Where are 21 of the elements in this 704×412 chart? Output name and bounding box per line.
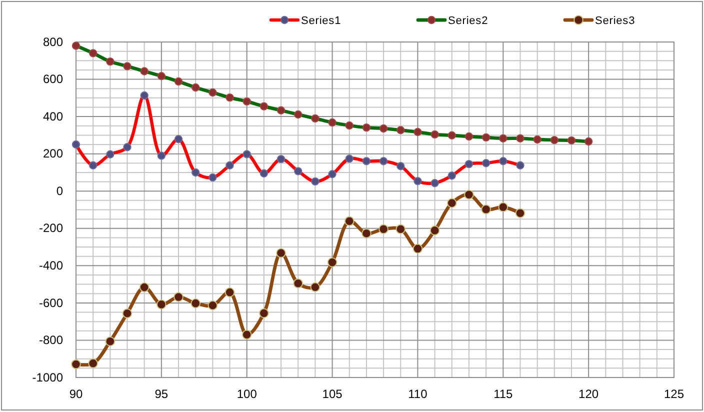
y-tick-label: 0 — [56, 184, 64, 198]
y-tick-label: 600 — [42, 72, 64, 86]
x-tick-label: 90 — [69, 387, 83, 402]
y-tick-label: -200 — [38, 221, 64, 236]
x-tick-label: 95 — [154, 387, 168, 402]
legend-label: Series2 — [448, 14, 488, 27]
x-tick-label: 100 — [236, 387, 258, 402]
legend-label: Series3 — [595, 14, 636, 27]
y-tick-label: 800 — [42, 34, 64, 49]
x-tick-label: 115 — [494, 387, 514, 402]
y-tick-label: 200 — [42, 146, 64, 161]
y-tick-label: -600 — [38, 296, 64, 310]
x-tick-label: 110 — [408, 387, 428, 402]
y-tick-label: 400 — [42, 109, 64, 124]
x-tick-label: 105 — [322, 387, 343, 402]
y-tick-label: -400 — [38, 258, 64, 273]
x-tick-label: 120 — [578, 387, 599, 402]
legend-label: Series1 — [301, 14, 342, 27]
y-tick-label: -1000 — [32, 370, 64, 384]
x-tick-label: 125 — [664, 387, 684, 402]
y-tick-label: -800 — [38, 333, 64, 348]
